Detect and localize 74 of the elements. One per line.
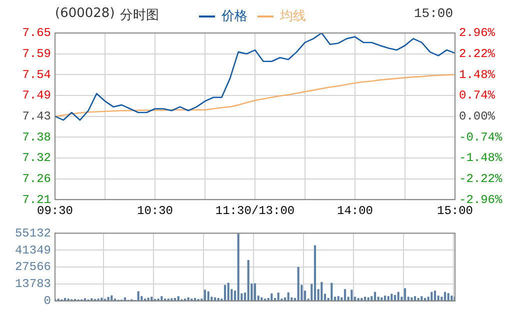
bar bbox=[330, 282, 333, 301]
y-tick-label: 7.65 bbox=[22, 26, 51, 40]
y-tick-label: 27566 bbox=[14, 260, 51, 274]
bar bbox=[360, 298, 363, 301]
bar bbox=[217, 298, 220, 301]
y-tick-label: 7.54 bbox=[22, 68, 51, 82]
text: 15:00 bbox=[414, 6, 453, 21]
bar bbox=[414, 296, 416, 301]
y-tick-label: 13783 bbox=[14, 277, 51, 292]
bar bbox=[450, 296, 453, 301]
y-tick-label: 7.38 bbox=[22, 130, 51, 144]
legend-label: 价格 bbox=[220, 8, 248, 24]
bar bbox=[224, 284, 226, 301]
y-tick-label: 7.59 bbox=[22, 46, 51, 61]
bar bbox=[370, 296, 373, 301]
bar bbox=[204, 290, 206, 301]
y2-tick-label: 1.48% bbox=[459, 68, 496, 82]
bar bbox=[420, 296, 423, 301]
x-tick-label: 14:00 bbox=[336, 204, 374, 218]
bar bbox=[390, 294, 393, 301]
bar bbox=[394, 294, 396, 301]
bar bbox=[174, 298, 176, 301]
bar bbox=[207, 291, 210, 301]
bar bbox=[357, 298, 360, 301]
bar bbox=[444, 292, 446, 301]
bar bbox=[247, 260, 250, 301]
bar bbox=[254, 283, 256, 301]
y-tick-label: 7.32 bbox=[22, 151, 51, 166]
bar bbox=[287, 292, 290, 301]
y2-tick-label: 2.22% bbox=[459, 46, 496, 61]
bar bbox=[177, 296, 180, 301]
bar bbox=[277, 292, 280, 301]
bar bbox=[107, 297, 110, 301]
bar bbox=[397, 292, 400, 301]
x-tick-label: 11:30/13:00 bbox=[215, 204, 295, 218]
bar bbox=[320, 282, 323, 301]
bar bbox=[314, 245, 316, 301]
bar bbox=[430, 292, 433, 301]
y2-tick-label: -0.74% bbox=[459, 130, 504, 144]
bar bbox=[434, 290, 436, 301]
bar bbox=[227, 282, 230, 301]
bar bbox=[387, 296, 390, 301]
bar bbox=[344, 289, 346, 301]
bar bbox=[447, 293, 450, 301]
bar bbox=[350, 290, 353, 301]
bar bbox=[270, 293, 273, 301]
bar bbox=[64, 298, 66, 301]
chart-subtitle: 分时图 bbox=[120, 7, 159, 24]
y2-tick-label: -2.22% bbox=[459, 172, 504, 186]
y2-tick-label: 0.00% bbox=[459, 109, 496, 124]
bar bbox=[160, 296, 163, 301]
y2-tick-label: -1.48% bbox=[459, 151, 504, 166]
x-tick-label: 10:30 bbox=[136, 204, 174, 218]
y-tick-label: 7.43 bbox=[22, 109, 51, 124]
bar bbox=[374, 292, 376, 301]
chart-title: (600028) bbox=[55, 6, 115, 21]
y2-tick-label: 2.96% bbox=[459, 26, 496, 40]
legend-label: 均线 bbox=[279, 8, 306, 24]
bar bbox=[137, 291, 140, 301]
bar bbox=[417, 298, 420, 301]
bar bbox=[194, 298, 196, 301]
bar bbox=[424, 298, 426, 301]
y-tick-label: 0 bbox=[44, 294, 51, 308]
y-tick-label: 7.26 bbox=[22, 172, 51, 186]
y-tick-label: 41349 bbox=[14, 243, 51, 258]
bar bbox=[237, 233, 240, 301]
y-tick-label: 55132 bbox=[14, 226, 51, 240]
bar bbox=[297, 266, 300, 301]
bar bbox=[384, 296, 386, 301]
bar bbox=[110, 295, 113, 301]
y-tick-label: 7.49 bbox=[22, 88, 51, 103]
bar bbox=[337, 296, 340, 301]
bar bbox=[404, 288, 406, 301]
y2-tick-label: 0.74% bbox=[459, 88, 496, 103]
